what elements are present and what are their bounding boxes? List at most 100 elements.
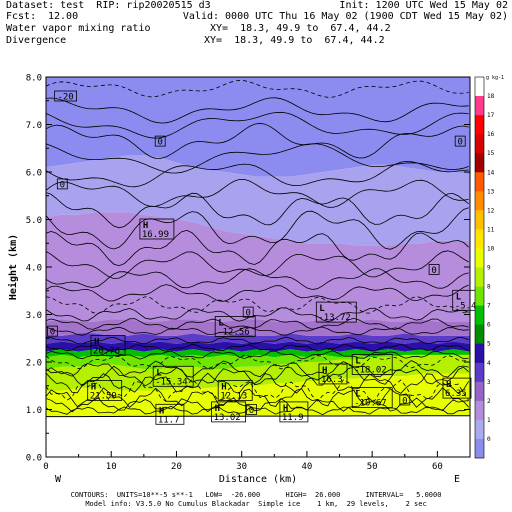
colorbar-level: 13 — [487, 188, 495, 195]
svg-text:11.7: 11.7 — [158, 415, 180, 425]
y-tick-label: 8.0 — [26, 74, 42, 84]
colorbar-level: 2 — [487, 398, 491, 405]
contour-line — [46, 143, 469, 174]
moisture-band-5 — [46, 341, 470, 352]
field-1-xy: XY= 18.3, 49.9 to 67.4, 44.2 — [210, 23, 391, 34]
contour-line — [46, 97, 469, 124]
fcst-label: Fcst: — [6, 11, 37, 22]
x-tick-label: 60 — [432, 462, 443, 472]
init-line: Init: 1200 UTC Wed 15 May 02 — [339, 0, 508, 11]
colorbar-level: 12 — [487, 207, 495, 214]
colorbar-level: 7 — [487, 303, 491, 310]
colorbar-swatch — [475, 438, 484, 459]
contour-labels: -20000H16.990L-5.4L-13.720L-12.560H20.76… — [47, 90, 482, 425]
svg-text:16.99: 16.99 — [142, 230, 169, 240]
contour-line — [46, 250, 469, 279]
svg-text:L: L — [456, 292, 462, 302]
svg-text:L: L — [319, 304, 325, 314]
y-tick-label: 7.0 — [26, 121, 42, 131]
svg-text:0: 0 — [50, 328, 55, 338]
high-label: H11.7 — [155, 403, 185, 425]
moisture-band-7 — [46, 349, 470, 358]
valid-line: Valid: 0000 UTC Thu 16 May 02 (1900 CDT … — [182, 11, 508, 22]
colorbar-level: 5 — [487, 341, 491, 348]
moisture-band-0 — [46, 77, 470, 177]
high-label: H21.59 — [87, 380, 123, 402]
colorbar-level: 11 — [487, 226, 495, 233]
svg-text:-18.02: -18.02 — [354, 365, 387, 375]
contour-line — [46, 372, 470, 395]
colorbar-swatch — [475, 305, 484, 325]
contour-line — [46, 354, 469, 370]
fcst-value: 12.00 — [48, 11, 79, 22]
svg-text:-20: -20 — [57, 93, 73, 103]
contour-line — [46, 397, 469, 413]
contour-line — [46, 111, 469, 139]
contour-line — [46, 360, 469, 378]
colorbar-swatch — [475, 400, 484, 421]
contour-line — [46, 268, 469, 290]
colorbar-level: 0 — [487, 436, 491, 443]
colorbar-unit: g kg-1 — [486, 75, 504, 81]
divergence-contours — [46, 79, 470, 416]
dataset-line: Dataset: test RIP: rip20020515 d3 — [6, 0, 211, 11]
contour-value-label: 0 — [454, 135, 466, 148]
contour-line — [46, 284, 469, 302]
contour-value-label: 0 — [47, 325, 58, 338]
contour-line — [46, 350, 469, 360]
y-tick-label: 5.0 — [26, 216, 42, 226]
contour-line — [46, 79, 469, 98]
svg-text:12.13: 12.13 — [220, 392, 247, 402]
x-tick-label: 20 — [171, 462, 182, 472]
colorbar-level: 14 — [487, 169, 495, 176]
contour-line — [46, 296, 469, 314]
svg-text:0: 0 — [431, 266, 436, 276]
svg-text:L: L — [355, 390, 361, 400]
colorbar-level: 1 — [487, 417, 491, 424]
contour-line — [46, 307, 469, 322]
terrain-surface — [46, 415, 470, 457]
low-label: L-15.34 — [152, 365, 194, 387]
x-tick-label: 50 — [367, 462, 378, 472]
model-info: Model info: V3.5.0 No Cumulus Blackadar … — [85, 500, 427, 508]
x-axis: 0 10 20 30 40 50 60 — [43, 451, 443, 472]
contour-line — [46, 387, 469, 408]
svg-text:0: 0 — [249, 406, 254, 416]
svg-text:H: H — [221, 383, 226, 393]
x-tick-label: 0 — [43, 462, 48, 472]
x-axis-label: Distance (km) — [219, 474, 297, 485]
svg-text:0: 0 — [60, 180, 65, 190]
high-label: H11.9 — [279, 401, 309, 423]
y-axis: 0.0 1.0 2.0 3.0 4.0 5.0 6.0 7.0 8.0 — [26, 74, 470, 464]
svg-text:13.02: 13.02 — [214, 413, 241, 423]
low-label: L-10.67 — [351, 387, 393, 409]
colorbar-swatch — [475, 324, 484, 344]
x-tick-label: 40 — [302, 462, 313, 472]
svg-text:H: H — [322, 366, 327, 376]
contour-value-label: 0 — [399, 394, 411, 407]
colorbar-level: 16 — [487, 131, 495, 138]
contour-value-label: 0 — [428, 263, 440, 276]
x-tick-label: 10 — [106, 462, 117, 472]
svg-text:H: H — [143, 221, 148, 231]
colorbar-level: 9 — [487, 265, 491, 272]
y-tick-label: 3.0 — [26, 311, 42, 321]
svg-text:21.59: 21.59 — [90, 392, 117, 402]
contour-line — [46, 378, 470, 402]
svg-text:6.35: 6.35 — [445, 389, 467, 399]
contour-line — [46, 160, 469, 188]
colorbar-swatch — [475, 172, 484, 192]
y-tick-label: 0.0 — [26, 454, 42, 464]
y-tick-label: 2.0 — [26, 359, 42, 369]
low-label: L-12.56 — [214, 315, 256, 337]
colorbar-swatch — [475, 343, 484, 364]
high-label: H13.02 — [211, 401, 247, 423]
moisture-band-2 — [46, 212, 470, 322]
svg-text:H: H — [159, 406, 164, 416]
colorbar-swatch — [475, 286, 484, 306]
east-label: E — [454, 474, 460, 485]
svg-text:0: 0 — [245, 309, 250, 319]
svg-text:H: H — [446, 380, 451, 390]
svg-text:H: H — [215, 404, 220, 414]
